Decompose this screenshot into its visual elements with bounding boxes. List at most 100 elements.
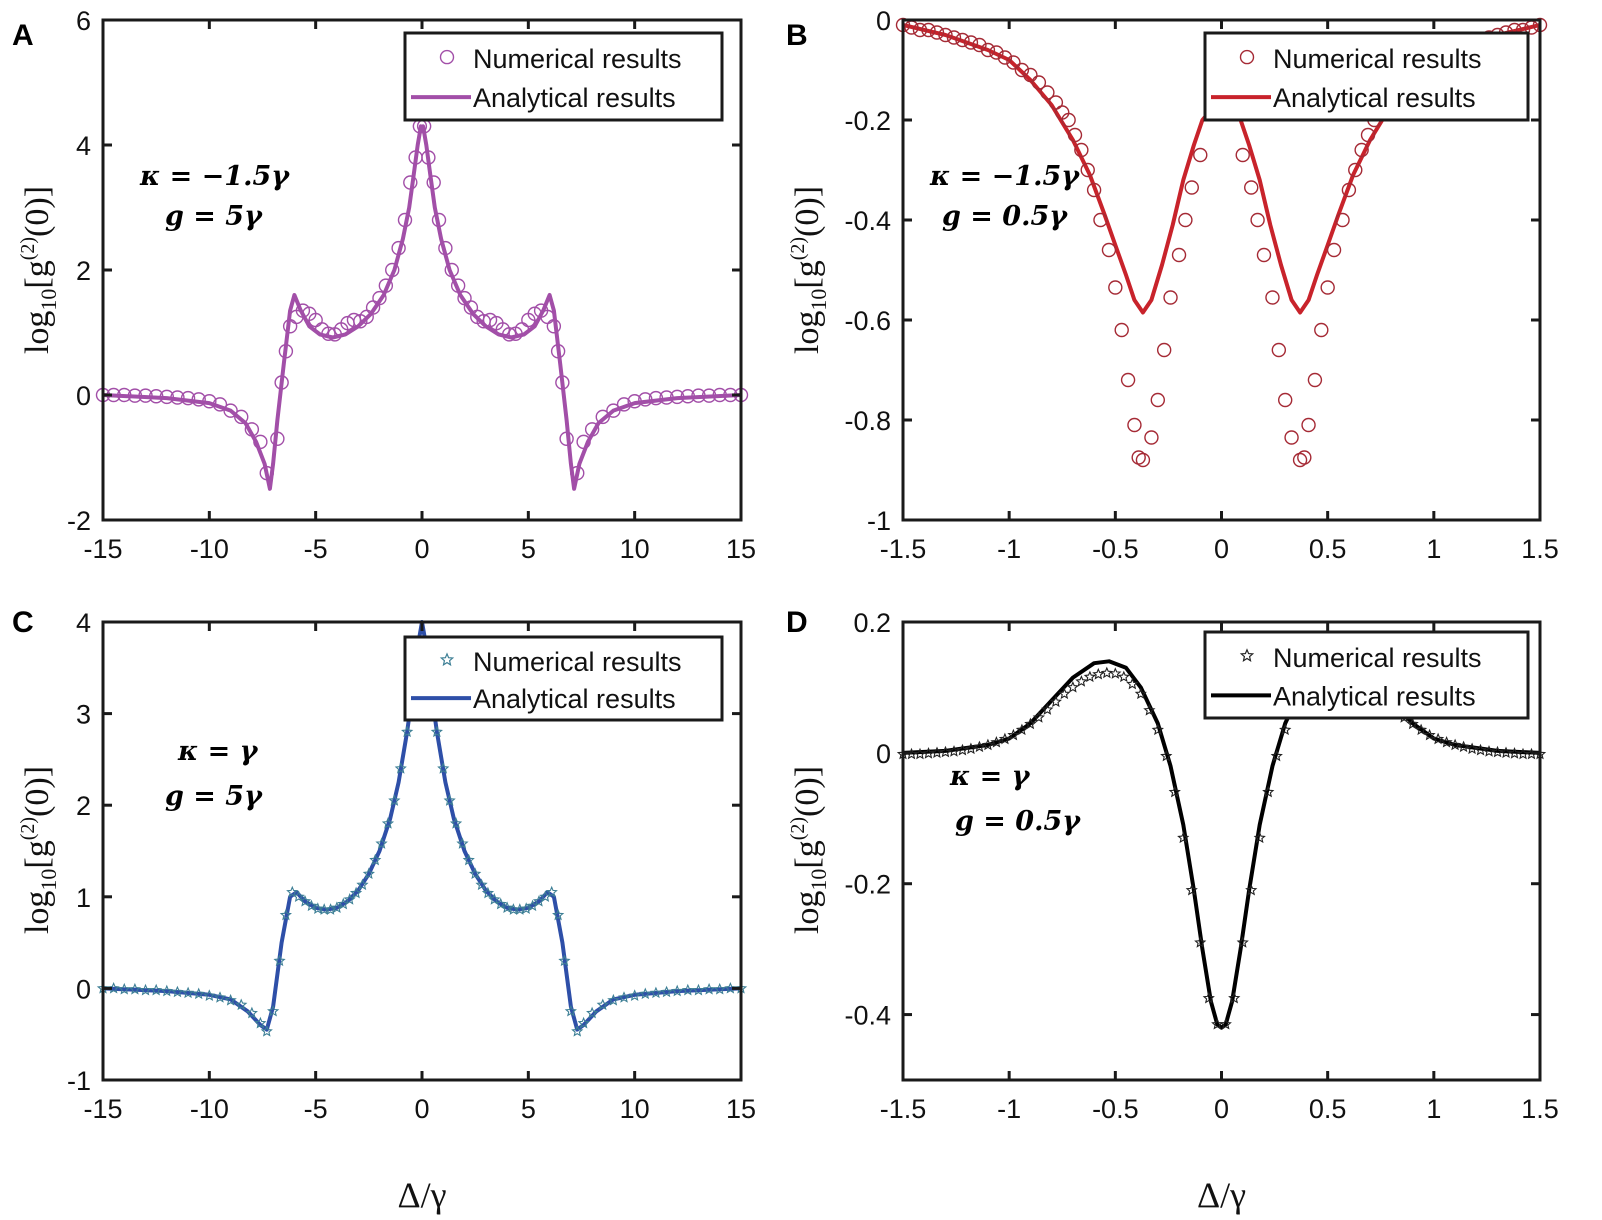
numerical-data-point [381,817,395,829]
numerical-data-point [1083,670,1096,683]
numerical-data-point [1235,147,1250,163]
numerical-data-point [1024,717,1037,730]
parameter-annotation: g = 0.5γ [942,201,1068,232]
numerical-data-point [1023,67,1038,83]
numerical-data-point [469,867,482,880]
legend-label-analytical: Analytical results [1273,681,1476,711]
numerical-data-point [964,742,978,755]
numerical-data-point [532,894,546,907]
numerical-data-point [1093,212,1108,228]
numerical-data-point [449,817,463,829]
numerical-data-point [202,394,217,409]
numerical-data-point [1048,95,1064,110]
numerical-data-point [1160,749,1173,762]
numerical-data-point [680,389,696,404]
numerical-data-point [148,389,164,404]
numerical-data-point [1185,883,1198,896]
y-label-subscript: 10 [806,869,831,891]
numerical-data-point [947,745,961,757]
numerical-data-point [279,908,292,921]
numerical-data-point [1151,723,1164,736]
numerical-data-point [1236,936,1249,948]
numerical-data-point [1066,680,1079,693]
y-tick-label: 1 [76,883,91,913]
numerical-data-point [369,853,382,866]
numerical-data-point [362,867,375,880]
y-axis-label: log10[g(2)(0)] [17,766,61,934]
numerical-data-point [1457,740,1470,753]
numerical-data-point [1150,392,1166,408]
x-tick-label: 0 [414,534,429,564]
numerical-data-point [559,431,574,446]
y-axis-label: log10[g(2)(0)] [17,186,61,354]
x-tick-label: 0 [1214,534,1229,564]
legend-label-numerical: Numerical results [1273,44,1482,74]
numerical-data-point [321,326,336,341]
legend-label-analytical: Analytical results [473,83,676,113]
numerical-data-point [946,30,962,45]
y-tick-label: -2 [67,506,91,536]
numerical-data-point [180,390,196,406]
numerical-data-point [260,1025,273,1037]
numerical-data-point [1423,728,1436,741]
x-tick-label: -1.5 [880,534,927,564]
numerical-data-point [1108,280,1123,295]
y-tick-label: -0.2 [844,870,891,900]
y-axis-label: log10[g(2)(0)] [787,186,831,354]
numerical-data-point [670,389,685,405]
numerical-data-point [107,981,120,994]
numerical-data-point [1270,749,1283,762]
x-tick-label: -10 [190,534,229,564]
parameter-annotation: g = 0.5γ [955,806,1081,837]
x-tick-label: -10 [190,1094,229,1124]
numerical-data-point [401,725,414,738]
numerical-data-point [584,422,600,437]
numerical-data-point [1314,322,1329,338]
numerical-data-point [444,262,459,278]
numerical-data-point [394,762,407,774]
legend-label-analytical: Analytical results [473,684,676,714]
legend-box [1203,630,1530,720]
numerical-data-point [1040,85,1055,100]
numerical-data-point [1202,991,1215,1004]
numerical-data-point [596,998,609,1011]
numerical-data-point [1109,667,1122,679]
numerical-data-point [437,762,450,774]
y-label-subscript: 10 [36,869,61,891]
x-tick-label: -1 [997,1094,1021,1124]
y-tick-label: 2 [76,256,91,286]
legend-label-analytical: Analytical results [1273,83,1476,113]
numerical-data-point [724,981,737,994]
numerical-data-point [997,50,1013,65]
legend-label-numerical: Numerical results [1273,643,1482,673]
numerical-data-point [388,794,401,806]
numerical-data-point [1326,242,1342,258]
numerical-data-point [627,394,642,409]
numerical-data-point [1049,695,1062,708]
numerical-data-point [1406,717,1419,730]
panel-label: C [12,606,34,639]
y-label-superscript: (2) [787,237,809,260]
numerical-data-point [576,434,591,450]
numerical-data-point [1219,1017,1232,1030]
numerical-data-point [1253,831,1266,844]
legend: Numerical results Analytical results [1203,630,1530,720]
y-label-tail: (0)] [789,766,826,817]
numerical-data-point [1067,127,1083,143]
numerical-data-point [421,150,436,165]
y-tick-label: 0 [76,974,91,1004]
numerical-data-point [1277,392,1293,408]
numerical-data-point [311,902,324,914]
numerical-data-point [1100,666,1113,679]
y-label-bracket-g: [g [19,840,56,868]
numerical-data-point [929,25,945,40]
numerical-data-point [1414,723,1428,736]
numerical-data-point [372,290,387,306]
numerical-data-point [1431,732,1445,745]
numerical-data-point [681,983,694,996]
x-tick-label: -5 [304,534,328,564]
y-tick-label: 0.2 [853,608,891,638]
x-tick-label: 1.5 [1521,1094,1559,1124]
numerical-data-point [171,985,184,998]
